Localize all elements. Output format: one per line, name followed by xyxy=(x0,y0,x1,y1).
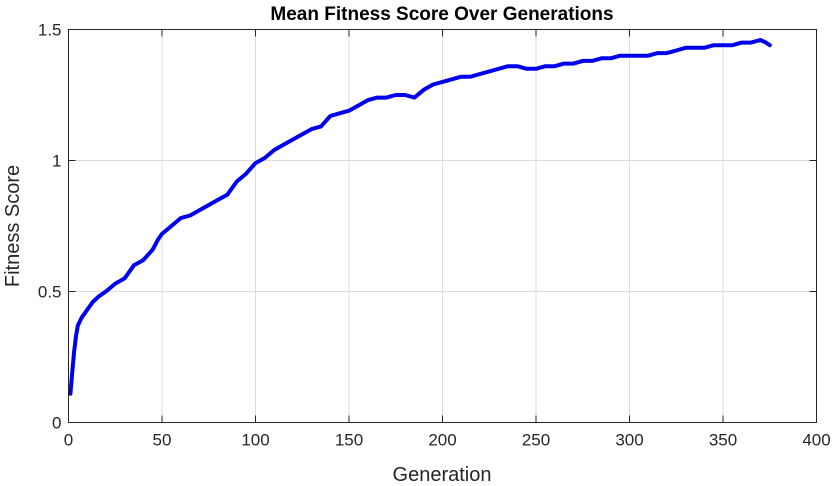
x-tick-label: 350 xyxy=(709,431,737,450)
x-tick-label: 100 xyxy=(241,431,269,450)
chart-title: Mean Fitness Score Over Generations xyxy=(270,4,613,25)
x-tick-label: 200 xyxy=(428,431,456,450)
series-line xyxy=(68,38,772,396)
tick-marks xyxy=(68,29,817,423)
y-tick-labels: 0 0.5 1 1.5 xyxy=(38,21,62,433)
x-tick-label: 150 xyxy=(335,431,363,450)
x-tick-label: 50 xyxy=(153,431,172,450)
y-tick-label: 0.5 xyxy=(38,283,62,302)
x-tick-label: 250 xyxy=(522,431,550,450)
x-axis-label: Generation xyxy=(393,464,492,486)
series-layer xyxy=(68,38,772,396)
x-tick-label: 400 xyxy=(802,431,830,450)
y-axis-label: Fitness Score xyxy=(2,165,24,287)
y-tick-label: 1.5 xyxy=(38,21,62,40)
x-tick-label: 0 xyxy=(64,431,73,450)
y-tick-label: 1 xyxy=(52,152,61,171)
x-tick-labels: 0 50 100 150 200 250 300 350 400 xyxy=(64,431,831,450)
x-tick-label: 300 xyxy=(615,431,643,450)
y-tick-label: 0 xyxy=(52,414,61,433)
grid-lines xyxy=(68,29,817,423)
